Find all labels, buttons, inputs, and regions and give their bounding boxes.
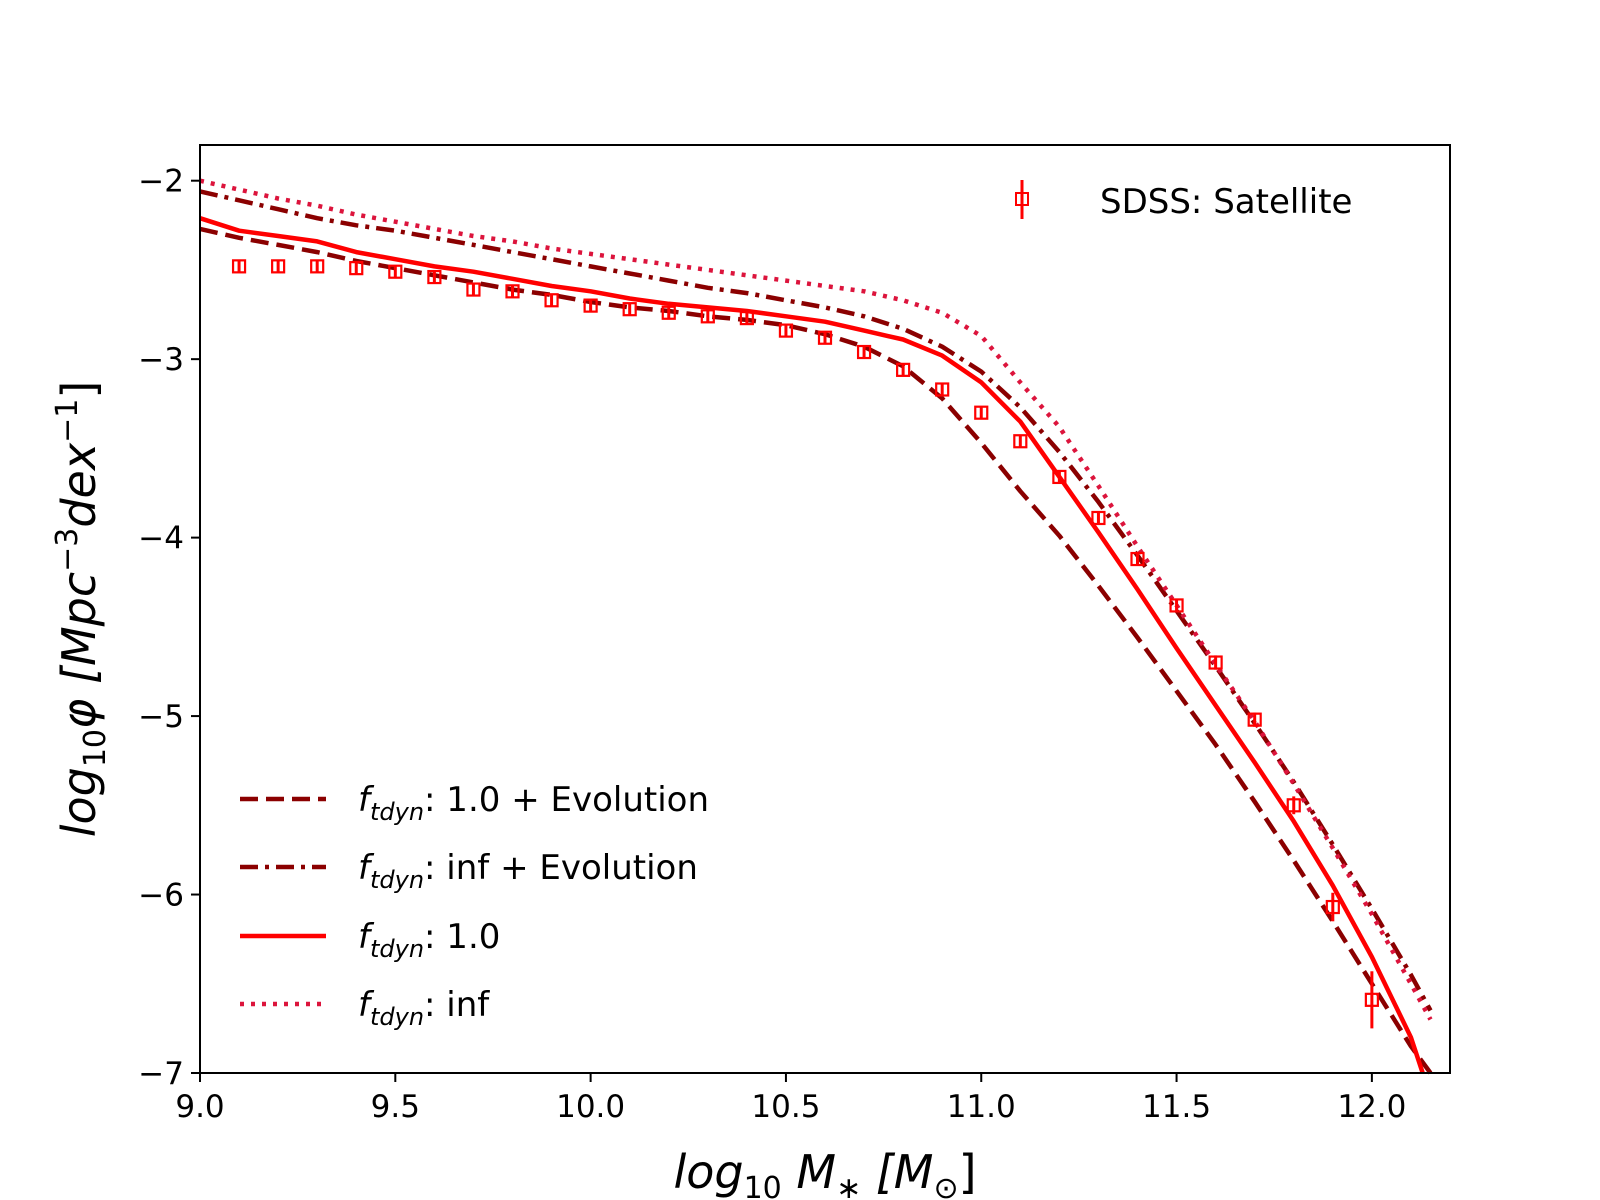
series-line-2 [199, 216, 1425, 1074]
series-line-3 [199, 178, 1433, 1021]
y-tick-label: −7 [138, 1056, 184, 1092]
x-tick-label: 11.5 [1142, 1089, 1211, 1125]
obs-marker [1130, 551, 1145, 567]
obs-marker [896, 362, 911, 377]
plot-frame [199, 144, 1451, 1074]
obs-marker [974, 405, 989, 420]
x-tick-label: 10.0 [556, 1089, 625, 1125]
legend-sdss-marker [1015, 192, 1029, 206]
x-tick-label: 9.0 [175, 1089, 224, 1125]
x-tick-label: 10.5 [751, 1089, 820, 1125]
x-tick-label: 12.0 [1337, 1089, 1406, 1125]
observation-markers [231, 259, 1379, 1029]
obs-marker [1286, 798, 1301, 813]
obs-marker [1091, 510, 1106, 526]
y-tick-label: −2 [138, 164, 184, 200]
obs-marker [505, 284, 520, 299]
legend-sdss-label: SDSS: Satellite [1100, 182, 1352, 222]
legend-upper: SDSS: Satellite [1015, 180, 1352, 222]
obs-marker [1247, 712, 1262, 727]
legend-label-3: ftdyn: inf [358, 985, 490, 1031]
obs-marker [466, 282, 481, 297]
obs-marker [661, 305, 676, 320]
obs-marker [1325, 899, 1340, 915]
x-tick-label: 11.0 [947, 1089, 1016, 1125]
y-tick-label: −4 [138, 521, 184, 557]
legend-lower: ftdyn: 1.0 + Evolution ftdyn: inf + Evolu… [240, 780, 709, 1031]
x-axis-ticks: 9.0 9.5 10.0 10.5 11.0 11.5 12.0 [175, 1073, 1406, 1125]
obs-marker [622, 302, 637, 317]
legend-label-0: ftdyn: 1.0 + Evolution [358, 780, 709, 826]
obs-marker [856, 344, 872, 360]
obs-marker [271, 259, 286, 274]
obs-marker [1364, 992, 1379, 1007]
obs-marker [1013, 434, 1028, 449]
obs-marker [739, 311, 754, 326]
y-axis-label: log10φ [Mpc−3dex−1] [50, 381, 113, 838]
legend-label-2: ftdyn: 1.0 [358, 917, 500, 963]
obs-marker [1208, 655, 1223, 670]
y-tick-label: −6 [138, 878, 184, 914]
legend-label-1: ftdyn: inf + Evolution [358, 848, 698, 894]
obs-marker [583, 298, 598, 313]
obs-marker [310, 259, 325, 274]
obs-marker [349, 261, 364, 276]
obs-marker [817, 330, 833, 345]
y-tick-label: −3 [138, 342, 184, 378]
obs-marker [427, 269, 442, 285]
obs-marker [1169, 598, 1184, 613]
series-line-1 [199, 189, 1433, 1012]
obs-marker [778, 323, 794, 338]
obs-marker [935, 382, 950, 397]
x-tick-label: 9.5 [371, 1089, 420, 1125]
obs-marker [544, 293, 559, 308]
obs-marker [388, 264, 403, 279]
obs-marker [1052, 469, 1067, 485]
y-axis-ticks: −2 −3 −4 −5 −6 −7 [138, 164, 200, 1092]
y-tick-label: −5 [138, 699, 184, 735]
obs-marker [231, 259, 247, 274]
x-axis-label: log10 M∗ [M⊙] [673, 1145, 976, 1200]
obs-marker [700, 309, 715, 324]
